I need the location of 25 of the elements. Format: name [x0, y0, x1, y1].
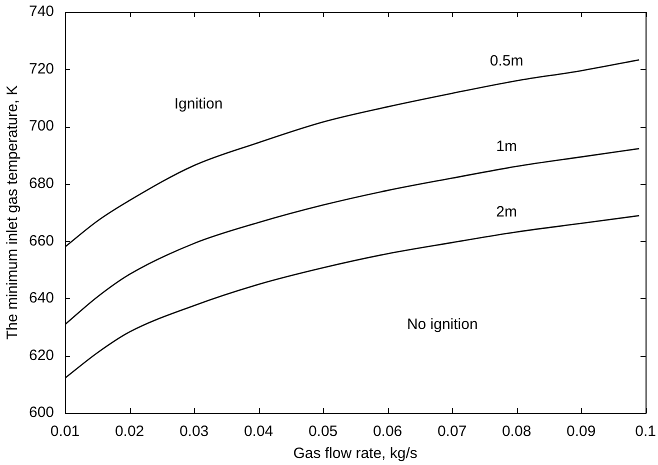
y-axis-title: The minimum inlet gas temperature, K [4, 85, 22, 340]
series-label: 0.5m [490, 52, 524, 70]
y-tick-label: 740 [28, 3, 54, 20]
y-tick-label: 700 [28, 118, 54, 135]
x-tick-label: 0.06 [372, 423, 402, 440]
x-tick-label: 0.05 [308, 423, 338, 440]
x-tick-label: 0.01 [50, 423, 80, 440]
x-tick-label: 0.04 [244, 423, 274, 440]
y-tick-label: 620 [28, 346, 54, 364]
x-axis-title: Gas flow rate, kg/s [293, 445, 418, 462]
series-label: 1m [496, 138, 517, 156]
y-tick-label: 640 [28, 290, 54, 307]
x-tick-label: 0.07 [437, 423, 467, 440]
annotation: Ignition [174, 95, 223, 112]
y-tick-label: 600 [28, 404, 54, 422]
x-tick-label: 0.03 [179, 423, 209, 440]
x-tick-label: 0.09 [566, 423, 596, 440]
y-tick-label: 680 [28, 175, 54, 192]
annotation: No ignition [406, 316, 478, 333]
y-tick-label: 660 [28, 232, 54, 250]
series-label: 2m [496, 204, 517, 221]
x-tick-label: 0.08 [502, 423, 532, 440]
x-tick-label: 0.02 [114, 423, 144, 440]
x-tick-label: 0.1 [635, 423, 656, 440]
y-tick-label: 720 [28, 60, 54, 78]
